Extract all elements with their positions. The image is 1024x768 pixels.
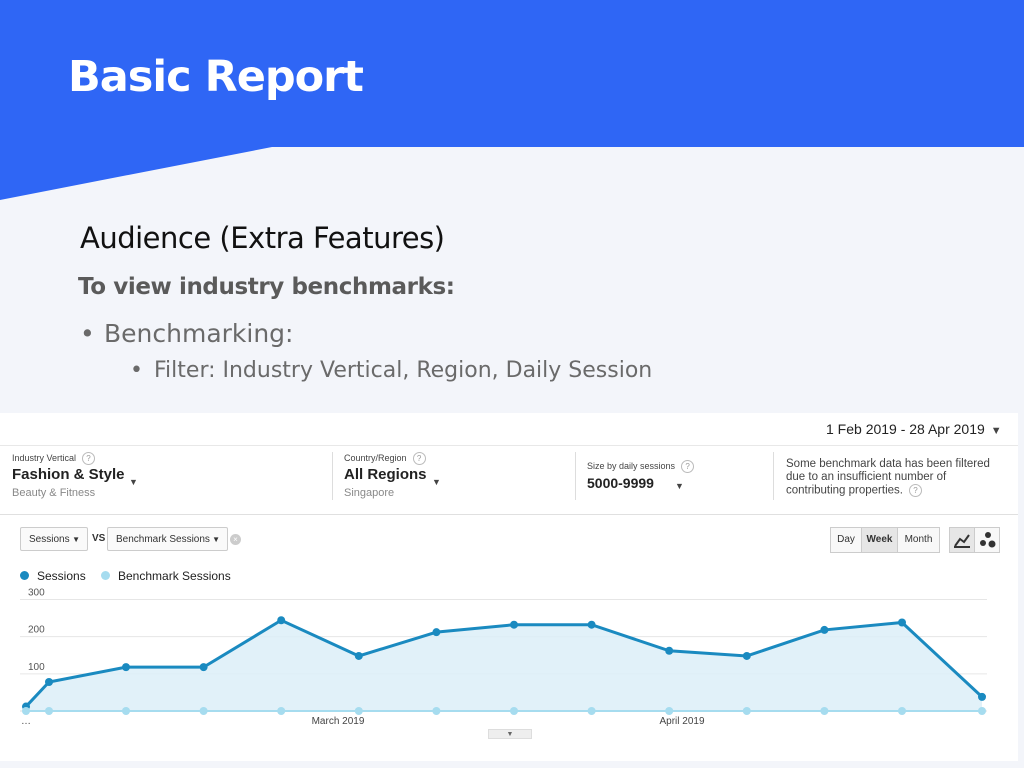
analytics-screenshot: 1 Feb 2019 - 28 Apr 2019 ▼ Industry Verti… xyxy=(0,413,1018,761)
data-point xyxy=(587,707,596,715)
y-tick-label: 100 xyxy=(28,662,45,673)
granularity-month-button[interactable]: Month xyxy=(897,527,940,553)
filter-subvalue: Singapore xyxy=(344,487,395,499)
help-icon[interactable]: ? xyxy=(412,452,426,465)
help-icon[interactable]: ? xyxy=(681,460,695,473)
chevron-down-icon[interactable]: ▼ xyxy=(675,481,684,491)
divider xyxy=(332,452,333,500)
chevron-down-icon: ▼ xyxy=(212,535,220,544)
series-line-0 xyxy=(24,618,984,708)
x-tick-label: April 2019 xyxy=(659,716,704,727)
help-icon[interactable]: ? xyxy=(82,452,96,465)
data-point xyxy=(354,651,363,660)
data-point xyxy=(122,707,130,715)
chevron-down-icon: ▼ xyxy=(990,425,1002,437)
divider xyxy=(773,452,774,500)
bullet-text: Benchmarking: xyxy=(104,319,294,348)
filter-value: All Regions xyxy=(344,466,427,483)
legend-sessions[interactable]: Sessions xyxy=(20,569,86,583)
filter-value: Fashion & Style xyxy=(12,466,125,483)
data-point xyxy=(510,707,518,715)
country-region-filter[interactable]: Country/Region? All Regions Singapore ▼ xyxy=(344,446,564,514)
data-point xyxy=(45,707,53,715)
data-point xyxy=(898,618,906,627)
primary-metric-select[interactable]: Sessions ▼ xyxy=(20,527,88,551)
industry-vertical-filter[interactable]: Industry Vertical? Fashion & Style Beaut… xyxy=(12,446,312,514)
legend-dot xyxy=(101,571,110,581)
header-banner xyxy=(0,0,1024,200)
bullet-mark: • xyxy=(130,358,143,383)
close-icon[interactable]: × xyxy=(230,534,241,545)
data-point xyxy=(432,628,441,637)
line-chart-button[interactable] xyxy=(949,527,975,553)
motion-chart-button[interactable] xyxy=(974,527,1000,553)
chevron-down-icon: ▼ xyxy=(72,535,80,544)
data-point xyxy=(122,663,130,672)
data-point xyxy=(199,707,208,715)
filter-label: Size by daily sessions? xyxy=(587,460,695,473)
slide-title: Basic Report xyxy=(68,52,364,102)
bullet-mark: • xyxy=(80,319,95,348)
chevron-down-icon[interactable]: ▼ xyxy=(432,477,441,487)
benchmark-note: Some benchmark data has been filtered du… xyxy=(786,458,990,497)
data-point xyxy=(978,692,986,701)
legend-benchmark-sessions[interactable]: Benchmark Sessions xyxy=(101,569,231,583)
section-heading: Audience (Extra Features) xyxy=(80,221,445,255)
x-tick-label: March 2019 xyxy=(312,716,365,727)
filter-label: Industry Vertical? xyxy=(12,452,96,465)
filter-subvalue: Beauty & Fitness xyxy=(12,487,96,499)
motion-chart-icon xyxy=(980,532,996,548)
data-point xyxy=(277,616,286,625)
date-range-text: 1 Feb 2019 - 28 Apr 2019 xyxy=(826,421,985,437)
chevron-down-icon[interactable]: ▼ xyxy=(129,477,138,487)
data-point xyxy=(742,651,751,660)
subheading: To view industry benchmarks: xyxy=(78,274,455,300)
daily-sessions-filter[interactable]: Size by daily sessions? 5000-9999 ▼ xyxy=(587,446,767,514)
vs-label: VS xyxy=(92,533,106,544)
line-chart-icon xyxy=(954,534,970,548)
data-point xyxy=(978,707,986,715)
date-range-picker[interactable]: 1 Feb 2019 - 28 Apr 2019 ▼ xyxy=(826,421,1002,437)
series-area-0 xyxy=(26,620,982,711)
data-point xyxy=(587,620,596,629)
expand-handle[interactable]: ▼ xyxy=(488,729,532,739)
x-tick-label: … xyxy=(21,716,31,727)
help-icon[interactable]: ? xyxy=(908,484,922,497)
filter-value: 5000-9999 xyxy=(587,475,654,491)
sessions-line-chart: 100 200 300 … March 2019 April 2019 xyxy=(20,587,987,727)
filter-label: Country/Region? xyxy=(344,452,426,465)
data-point xyxy=(432,707,441,715)
data-point xyxy=(45,677,53,686)
bullet-text: Filter: Industry Vertical, Region, Daily… xyxy=(154,358,653,383)
data-point xyxy=(665,646,674,655)
bullet-benchmarking: • Benchmarking: xyxy=(80,319,293,348)
data-point xyxy=(277,707,286,715)
compare-metric-select[interactable]: Benchmark Sessions ▼ xyxy=(107,527,228,551)
benchmark-filter-bar: Industry Vertical? Fashion & Style Beaut… xyxy=(0,445,1018,515)
data-point xyxy=(510,620,518,629)
data-point xyxy=(665,707,674,715)
granularity-day-button[interactable]: Day xyxy=(830,527,862,553)
data-point xyxy=(820,625,829,634)
data-point xyxy=(22,707,30,715)
divider xyxy=(575,452,576,500)
data-point xyxy=(820,707,829,715)
data-point xyxy=(354,707,363,715)
legend-dot xyxy=(20,571,29,581)
y-tick-label: 300 xyxy=(28,587,45,598)
y-tick-label: 200 xyxy=(28,625,45,636)
data-point xyxy=(898,707,906,715)
data-point xyxy=(742,707,751,715)
data-point xyxy=(199,663,208,672)
bullet-filter: • Filter: Industry Vertical, Region, Dail… xyxy=(130,358,652,383)
granularity-week-button[interactable]: Week xyxy=(861,527,898,553)
